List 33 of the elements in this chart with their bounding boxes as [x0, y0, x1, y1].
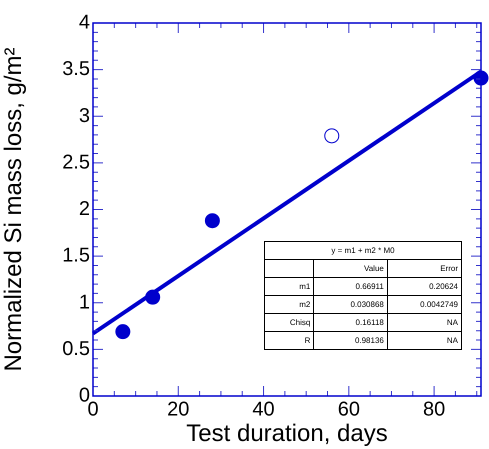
annotation: y = m1 + m2 * M0 [264, 242, 462, 260]
annotation: 0.20624 [387, 278, 462, 296]
y-tick-label: 4 [78, 12, 90, 34]
annotation: Error [387, 260, 462, 278]
point [145, 290, 160, 305]
point [115, 324, 130, 340]
annotation: Chisq [264, 314, 314, 332]
point [204, 213, 220, 228]
annotation: 0.030868 [314, 296, 388, 314]
y-axis-title: Normalized Si mass loss, g/m² [0, 47, 28, 372]
x-tick-label: 20 [167, 398, 190, 421]
annotation: 0.66911 [314, 278, 388, 296]
annotation: NA [387, 332, 462, 350]
x-axis-title: Test duration, days [186, 420, 388, 448]
y-tick-label: 2.5 [62, 151, 90, 174]
y-tick-label: 3 [78, 104, 90, 127]
annotation: m1 [264, 278, 314, 296]
annotation: m2 [264, 296, 314, 314]
x-tick-label: 40 [252, 398, 275, 421]
annotation: R [264, 332, 314, 350]
x-tick-label: 80 [422, 398, 446, 421]
y-tick-label: 3.5 [62, 58, 90, 80]
x-tick-label: 60 [338, 398, 360, 421]
y-tick-label: 1.5 [62, 244, 90, 267]
annotation: Value [314, 260, 388, 278]
y-tick-label: 2 [78, 198, 90, 220]
annotation: 0.16118 [314, 314, 388, 332]
y-tick-label: 1 [78, 291, 90, 314]
annotation: NA [387, 314, 462, 332]
annotation: 0.0042749 [387, 296, 462, 314]
annotation: 0.98136 [314, 332, 388, 350]
point [324, 128, 340, 144]
y-tick-label: 0.5 [62, 338, 90, 360]
